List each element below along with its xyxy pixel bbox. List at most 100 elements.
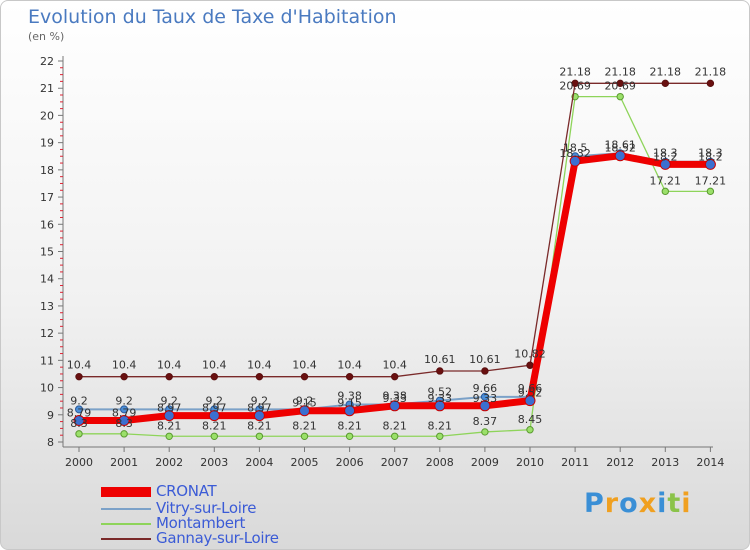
data-point-montambert	[210, 432, 219, 440]
data-point-cronat	[389, 400, 401, 412]
data-label-montambert: 8.21	[428, 419, 453, 432]
data-label-montambert: 8.21	[292, 419, 317, 432]
data-label-gannay-sur-loire: 10.4	[157, 359, 182, 372]
y-tick-label: 10	[40, 382, 54, 395]
x-tick-label: 2013	[651, 456, 679, 469]
chart-title: Evolution du Taux de Taxe d'Habitation	[28, 6, 397, 28]
data-point-gannay-sur-loire	[526, 361, 534, 369]
logo-letter: i	[657, 488, 668, 519]
data-label-vitry-sur-loire: 9.2	[296, 394, 314, 407]
data-point-gannay-sur-loire	[391, 372, 399, 381]
logo-letter: r	[604, 488, 620, 519]
data-label-cronat: 9.15	[292, 397, 317, 410]
data-point-gannay-sur-loire	[481, 367, 489, 375]
data-label-montambert: 8.45	[518, 413, 543, 426]
data-label-montambert: 20.69	[559, 80, 591, 93]
data-label-montambert: 8.3	[70, 417, 88, 430]
data-point-montambert	[120, 430, 128, 438]
data-label-vitry-sur-loire: 9.38	[337, 389, 362, 402]
x-tick-label: 2009	[471, 456, 499, 469]
data-point-cronat	[253, 410, 265, 422]
data-label-cronat: 9.52	[518, 387, 543, 400]
y-tick-label: 21	[40, 82, 54, 95]
data-point-cronat	[118, 415, 130, 427]
data-label-cronat: 9.33	[428, 392, 453, 405]
data-point-montambert	[481, 428, 489, 436]
data-point-cronat	[704, 158, 716, 170]
logo-letter: t	[667, 488, 682, 519]
data-label-vitry-sur-loire: 9.52	[428, 386, 453, 399]
data-label-vitry-sur-loire: 9.2	[115, 394, 133, 407]
data-point-montambert	[616, 92, 624, 101]
x-tick-label: 2011	[561, 456, 589, 469]
data-label-montambert: 8.21	[247, 419, 272, 432]
data-point-gannay-sur-loire	[706, 79, 715, 88]
y-tick-label: 11	[40, 354, 54, 367]
data-label-cronat: 18.2	[698, 150, 723, 163]
x-tick-label: 2002	[155, 456, 183, 469]
data-point-gannay-sur-loire	[210, 372, 219, 381]
x-tick-label: 2001	[110, 456, 138, 469]
data-label-vitry-sur-loire: 9.2	[251, 394, 269, 407]
x-tick-label: 2008	[426, 456, 454, 469]
y-tick-label: 19	[40, 137, 54, 150]
data-label-gannay-sur-loire: 21.18	[695, 65, 727, 78]
x-tick-label: 2010	[516, 456, 544, 469]
data-label-vitry-sur-loire: 18.3	[698, 147, 723, 160]
y-tick-label: 16	[40, 218, 54, 231]
data-label-montambert: 8.3	[115, 417, 133, 430]
data-label-gannay-sur-loire: 21.18	[559, 65, 591, 78]
series-line-gannay-sur-loire	[79, 82, 711, 378]
data-point-gannay-sur-loire	[255, 372, 264, 381]
y-tick-label: 12	[40, 327, 54, 340]
data-point-montambert	[391, 432, 399, 440]
data-label-cronat: 8.97	[247, 402, 272, 415]
x-tick-label: 2014	[696, 456, 724, 469]
data-label-cronat: 8.79	[67, 407, 92, 420]
y-tick-label: 13	[40, 300, 54, 313]
data-label-gannay-sur-loire: 10.61	[469, 353, 501, 366]
data-point-montambert	[526, 426, 534, 434]
data-point-cronat	[299, 405, 310, 417]
data-label-montambert: 8.21	[382, 419, 407, 432]
x-tick-label: 2004	[245, 456, 273, 469]
data-point-gannay-sur-loire	[616, 79, 624, 88]
data-label-cronat: 8.97	[157, 402, 182, 415]
data-point-vitry-sur-loire	[75, 405, 83, 414]
legend-swatch	[101, 523, 151, 525]
data-point-montambert	[255, 432, 264, 440]
data-point-vitry-sur-loire	[120, 405, 129, 414]
data-label-vitry-sur-loire: 9.2	[70, 394, 88, 407]
series-line-cronat	[79, 152, 711, 425]
y-tick-label: 8	[47, 436, 54, 449]
x-tick-label: 2003	[200, 456, 228, 469]
x-tick-label: 2006	[336, 456, 364, 469]
data-label-montambert: 17.21	[695, 174, 727, 187]
y-tick-label: 9	[47, 409, 54, 422]
legend-swatch	[101, 538, 151, 540]
data-point-gannay-sur-loire	[661, 79, 669, 88]
data-point-cronat	[524, 395, 536, 407]
data-point-cronat	[73, 415, 85, 427]
y-tick-label: 22	[40, 55, 54, 68]
data-label-cronat: 18.2	[653, 150, 678, 163]
legend-swatch	[101, 508, 151, 510]
data-label-cronat: 9.33	[382, 392, 407, 405]
data-label-vitry-sur-loire: 9.38	[382, 389, 407, 402]
data-label-cronat: 9.15	[337, 397, 362, 410]
data-point-gannay-sur-loire	[75, 372, 83, 381]
data-label-vitry-sur-loire: 18.3	[653, 147, 678, 160]
x-tick-label: 2000	[65, 456, 93, 469]
data-point-cronat	[614, 150, 626, 162]
legend-label: Montambert	[156, 514, 246, 532]
data-point-montambert	[165, 432, 173, 440]
chart-subtitle: (en %)	[28, 30, 65, 43]
y-tick-label: 20	[40, 109, 54, 122]
data-label-gannay-sur-loire: 10.4	[202, 359, 227, 372]
data-label-gannay-sur-loire: 10.4	[67, 359, 92, 372]
proxiti-logo: Proxiti	[584, 488, 692, 519]
data-label-vitry-sur-loire: 18.61	[604, 138, 636, 151]
data-point-gannay-sur-loire	[120, 372, 128, 381]
data-label-montambert: 8.21	[157, 419, 182, 432]
